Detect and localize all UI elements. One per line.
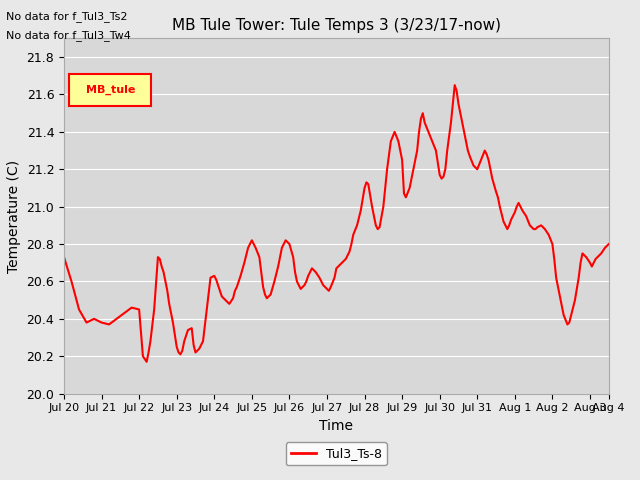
X-axis label: Time: Time xyxy=(319,419,353,433)
Legend: Tul3_Ts-8: Tul3_Ts-8 xyxy=(286,443,387,466)
Text: No data for f_Tul3_Ts2: No data for f_Tul3_Ts2 xyxy=(6,11,128,22)
Y-axis label: Temperature (C): Temperature (C) xyxy=(7,159,21,273)
Title: MB Tule Tower: Tule Temps 3 (3/23/17-now): MB Tule Tower: Tule Temps 3 (3/23/17-now… xyxy=(172,18,501,33)
Text: MB_tule: MB_tule xyxy=(86,85,135,95)
Text: No data for f_Tul3_Tw4: No data for f_Tul3_Tw4 xyxy=(6,30,131,41)
FancyBboxPatch shape xyxy=(70,74,151,106)
